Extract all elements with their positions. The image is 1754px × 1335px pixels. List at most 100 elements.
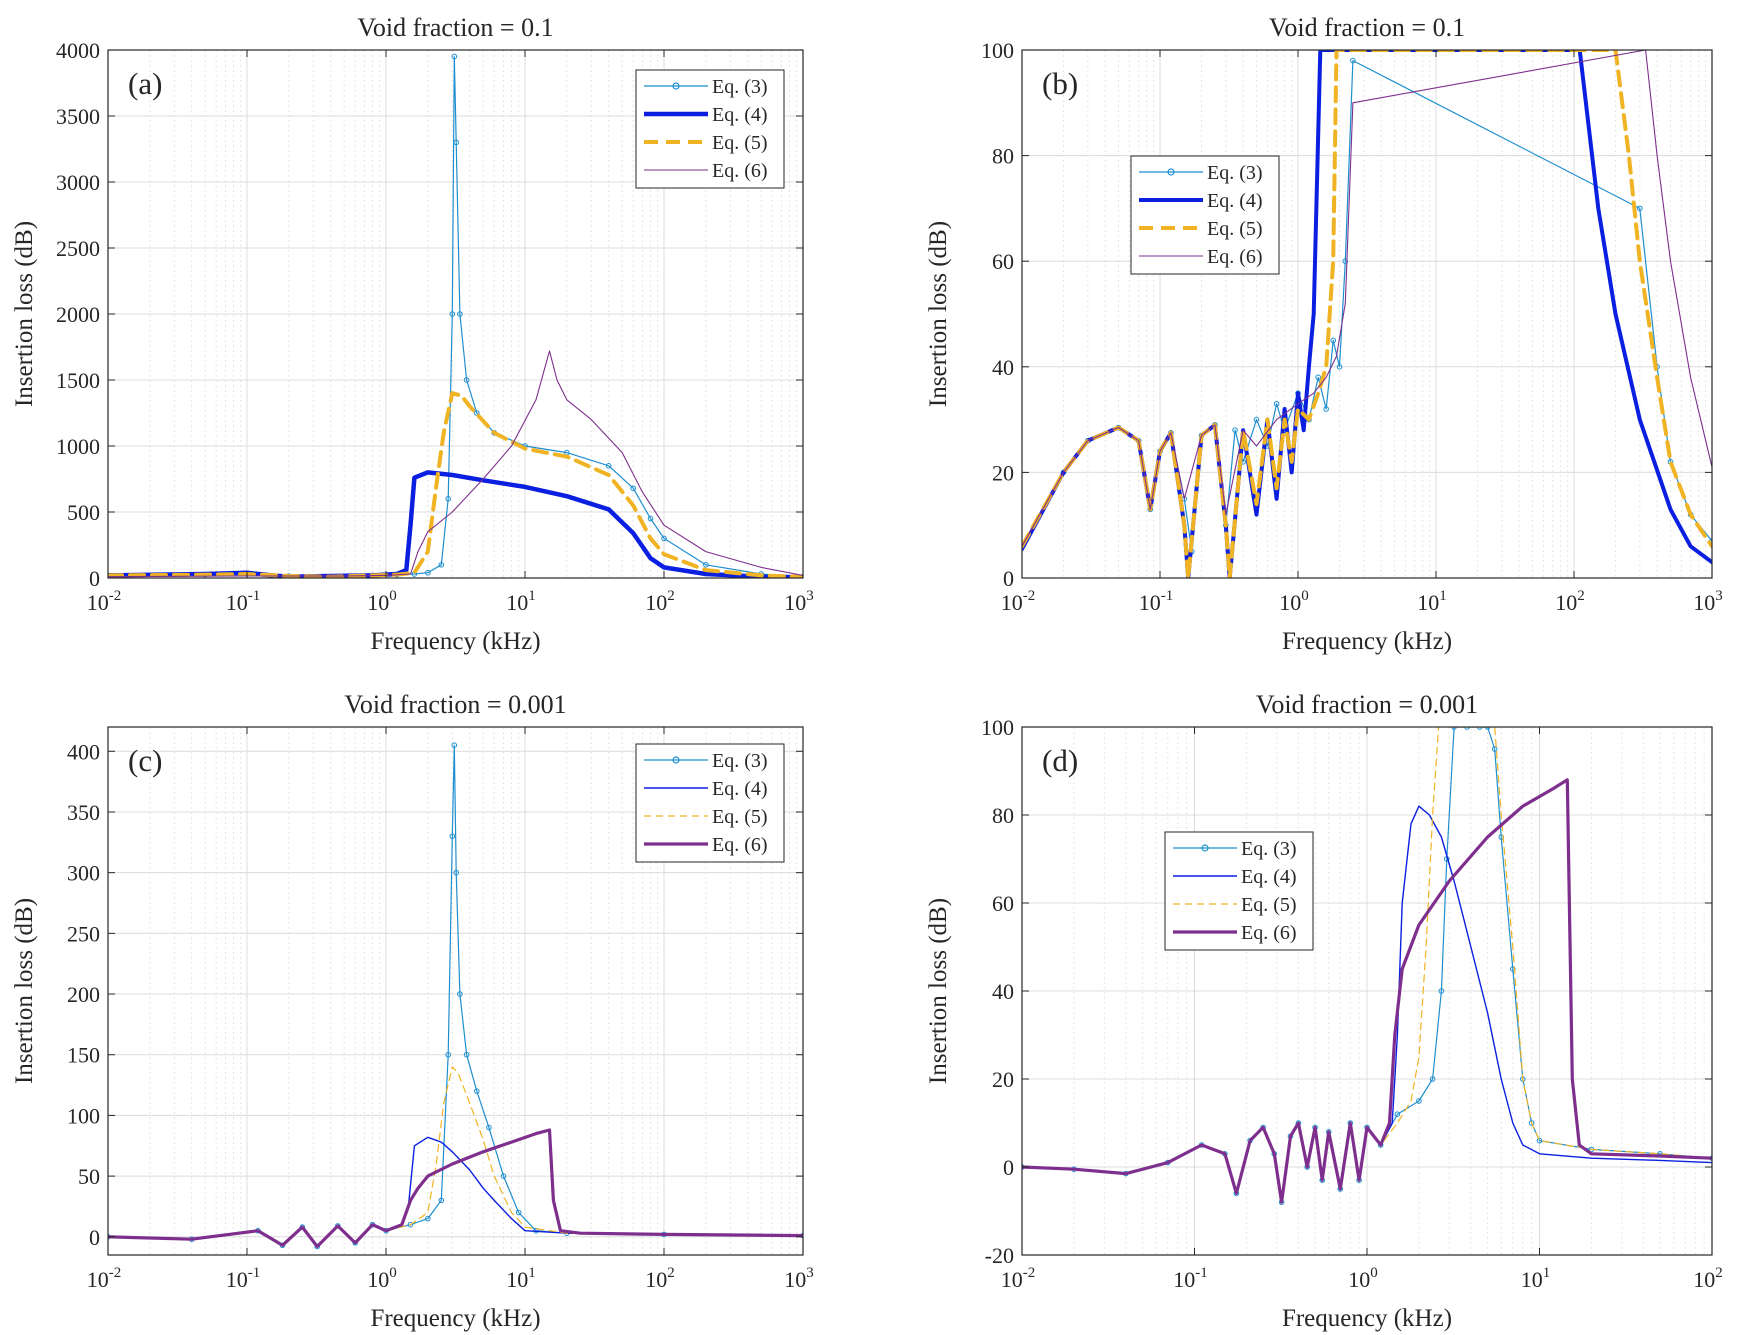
data-point-eq3 — [457, 311, 463, 317]
axes-box — [1021, 49, 1713, 579]
y-axis-label: Insertion loss (dB) — [925, 221, 952, 407]
data-point-eq3 — [334, 1223, 341, 1229]
y-tick-label: -20 — [985, 1243, 1014, 1268]
chart-panel-a: 10-2 10-1 100 101 102 103 0 500 1000 1500 2000 2500… — [11, 13, 814, 655]
data-point-eq3 — [407, 1221, 414, 1228]
legend-label-eq5: Eq. (5) — [712, 132, 768, 154]
x-tick-label: 100 — [367, 1265, 397, 1292]
x-tick-label: 103 — [784, 1265, 814, 1292]
x-axis-label: Frequency (kHz) — [370, 628, 540, 655]
data-point-eq3 — [451, 53, 458, 60]
series-group — [1022, 727, 1712, 1205]
x-tick-label: 10-1 — [226, 588, 261, 615]
data-point-eq3 — [1429, 1076, 1436, 1082]
y-tick-label: 2500 — [56, 236, 100, 261]
data-point-eq3 — [1342, 258, 1349, 265]
chart-title: Void fraction = 0.1 — [1269, 13, 1465, 42]
y-tick-label: 80 — [992, 803, 1014, 828]
series-line-eq5 — [108, 391, 803, 578]
data-point-eq3 — [647, 515, 654, 522]
data-point-eq3 — [463, 377, 470, 383]
y-tick-label: 80 — [992, 144, 1014, 169]
data-point-eq3 — [486, 1124, 492, 1131]
legend-label-eq3: Eq. (3) — [1241, 838, 1297, 860]
y-tick-label: 20 — [992, 1067, 1014, 1092]
y-tick-label: 60 — [992, 249, 1014, 274]
data-point-eq3 — [1438, 988, 1445, 994]
data-point-eq3 — [449, 833, 456, 840]
data-point-eq3 — [1416, 1098, 1422, 1104]
y-tick-label: 50 — [78, 1164, 100, 1189]
data-point-eq3 — [1336, 364, 1343, 370]
y-tick-label: 1000 — [56, 434, 100, 459]
legend-label-eq4: Eq. (4) — [712, 778, 768, 800]
data-point-eq3 — [1528, 1120, 1535, 1126]
legend-marker — [1167, 168, 1175, 176]
plot-area — [1022, 50, 1712, 578]
y-tick-label: 200 — [67, 982, 100, 1007]
y-axis-label: Insertion loss (dB) — [925, 898, 952, 1084]
y-tick-label: 300 — [67, 861, 100, 886]
y-tick-label: 350 — [67, 800, 100, 825]
legend-label-eq5: Eq. (5) — [712, 806, 768, 828]
chart-panel-d: 10-2 10-1 100 101 102 -20 0 20 40 60 80 100 Void fra… — [925, 690, 1723, 1332]
x-tick-label: 10-2 — [87, 1265, 122, 1292]
x-axis-label: Frequency (kHz) — [370, 1305, 540, 1332]
x-tick-label: 102 — [645, 588, 675, 615]
legend-marker — [1201, 844, 1209, 852]
y-tick-label: 400 — [67, 739, 100, 764]
legend-marker — [672, 756, 680, 764]
x-axis-label: Frequency (kHz) — [1282, 628, 1452, 655]
panel-label: (d) — [1042, 743, 1078, 778]
data-point-eq3 — [473, 1088, 480, 1094]
legend-label-eq5: Eq. (5) — [1241, 894, 1297, 916]
data-point-eq3 — [457, 991, 463, 997]
y-tick-label: 150 — [67, 1043, 100, 1068]
chart-panel-b: 10-2 10-1 100 101 102 103 0 20 40 60 80 100 Void fra… — [925, 13, 1723, 655]
legend-label-eq3: Eq. (3) — [1207, 162, 1263, 184]
panel-label: (c) — [128, 743, 162, 778]
x-tick-label: 102 — [1693, 1265, 1723, 1292]
y-tick-label: 250 — [67, 921, 100, 946]
series-group — [108, 53, 803, 578]
series-line-eq6 — [108, 350, 803, 578]
data-point-eq3 — [1491, 746, 1498, 752]
series-group — [1022, 50, 1712, 578]
series-line-eq6 — [1022, 778, 1712, 1204]
y-tick-label: 100 — [67, 1103, 100, 1128]
data-point-eq3 — [438, 562, 445, 568]
legend-box — [1130, 155, 1280, 275]
data-point-eq3 — [425, 569, 431, 576]
x-tick-label: 100 — [1348, 1265, 1378, 1292]
x-tick-label: 102 — [645, 1265, 675, 1292]
y-tick-label: 40 — [992, 979, 1014, 1004]
y-tick-label: 2000 — [56, 302, 100, 327]
data-point-eq3 — [1330, 337, 1337, 344]
x-tick-label: 102 — [1555, 588, 1585, 615]
chart-title: Void fraction = 0.001 — [1256, 690, 1478, 719]
panel-label: (a) — [128, 66, 162, 101]
legend-label-eq6: Eq. (6) — [712, 834, 768, 856]
data-point-eq3 — [703, 562, 709, 568]
panel-label: (b) — [1042, 66, 1078, 101]
x-tick-label: 10-1 — [1139, 588, 1174, 615]
chart-panel-c: 10-2 10-1 100 101 102 103 0 50 100 150 200 250 300 35… — [11, 690, 814, 1332]
y-tick-label: 100 — [981, 715, 1014, 740]
data-point-eq3 — [1394, 1111, 1401, 1117]
data-point-eq3 — [445, 1051, 451, 1058]
data-point-eq3 — [445, 496, 451, 502]
data-point-eq3 — [1509, 966, 1516, 972]
legend-label-eq3: Eq. (3) — [712, 76, 768, 98]
x-tick-label: 103 — [1693, 588, 1723, 615]
legend-label-eq4: Eq. (4) — [712, 104, 768, 126]
legend: Eq. (3) Eq. (4) Eq. (5) Eq. (6) — [1164, 831, 1314, 951]
legend: Eq. (3) Eq. (4) Eq. (5) Eq. (6) — [1130, 155, 1280, 275]
data-point-eq3 — [1536, 1137, 1543, 1144]
data-point-eq3 — [449, 311, 456, 317]
data-point-eq3 — [453, 869, 460, 876]
legend: Eq. (3) Eq. (4) Eq. (5) Eq. (6) — [635, 743, 785, 863]
x-tick-label: 101 — [506, 588, 536, 615]
y-axis-label: Insertion loss (dB) — [11, 221, 38, 407]
y-axis-label: Insertion loss (dB) — [11, 898, 38, 1084]
